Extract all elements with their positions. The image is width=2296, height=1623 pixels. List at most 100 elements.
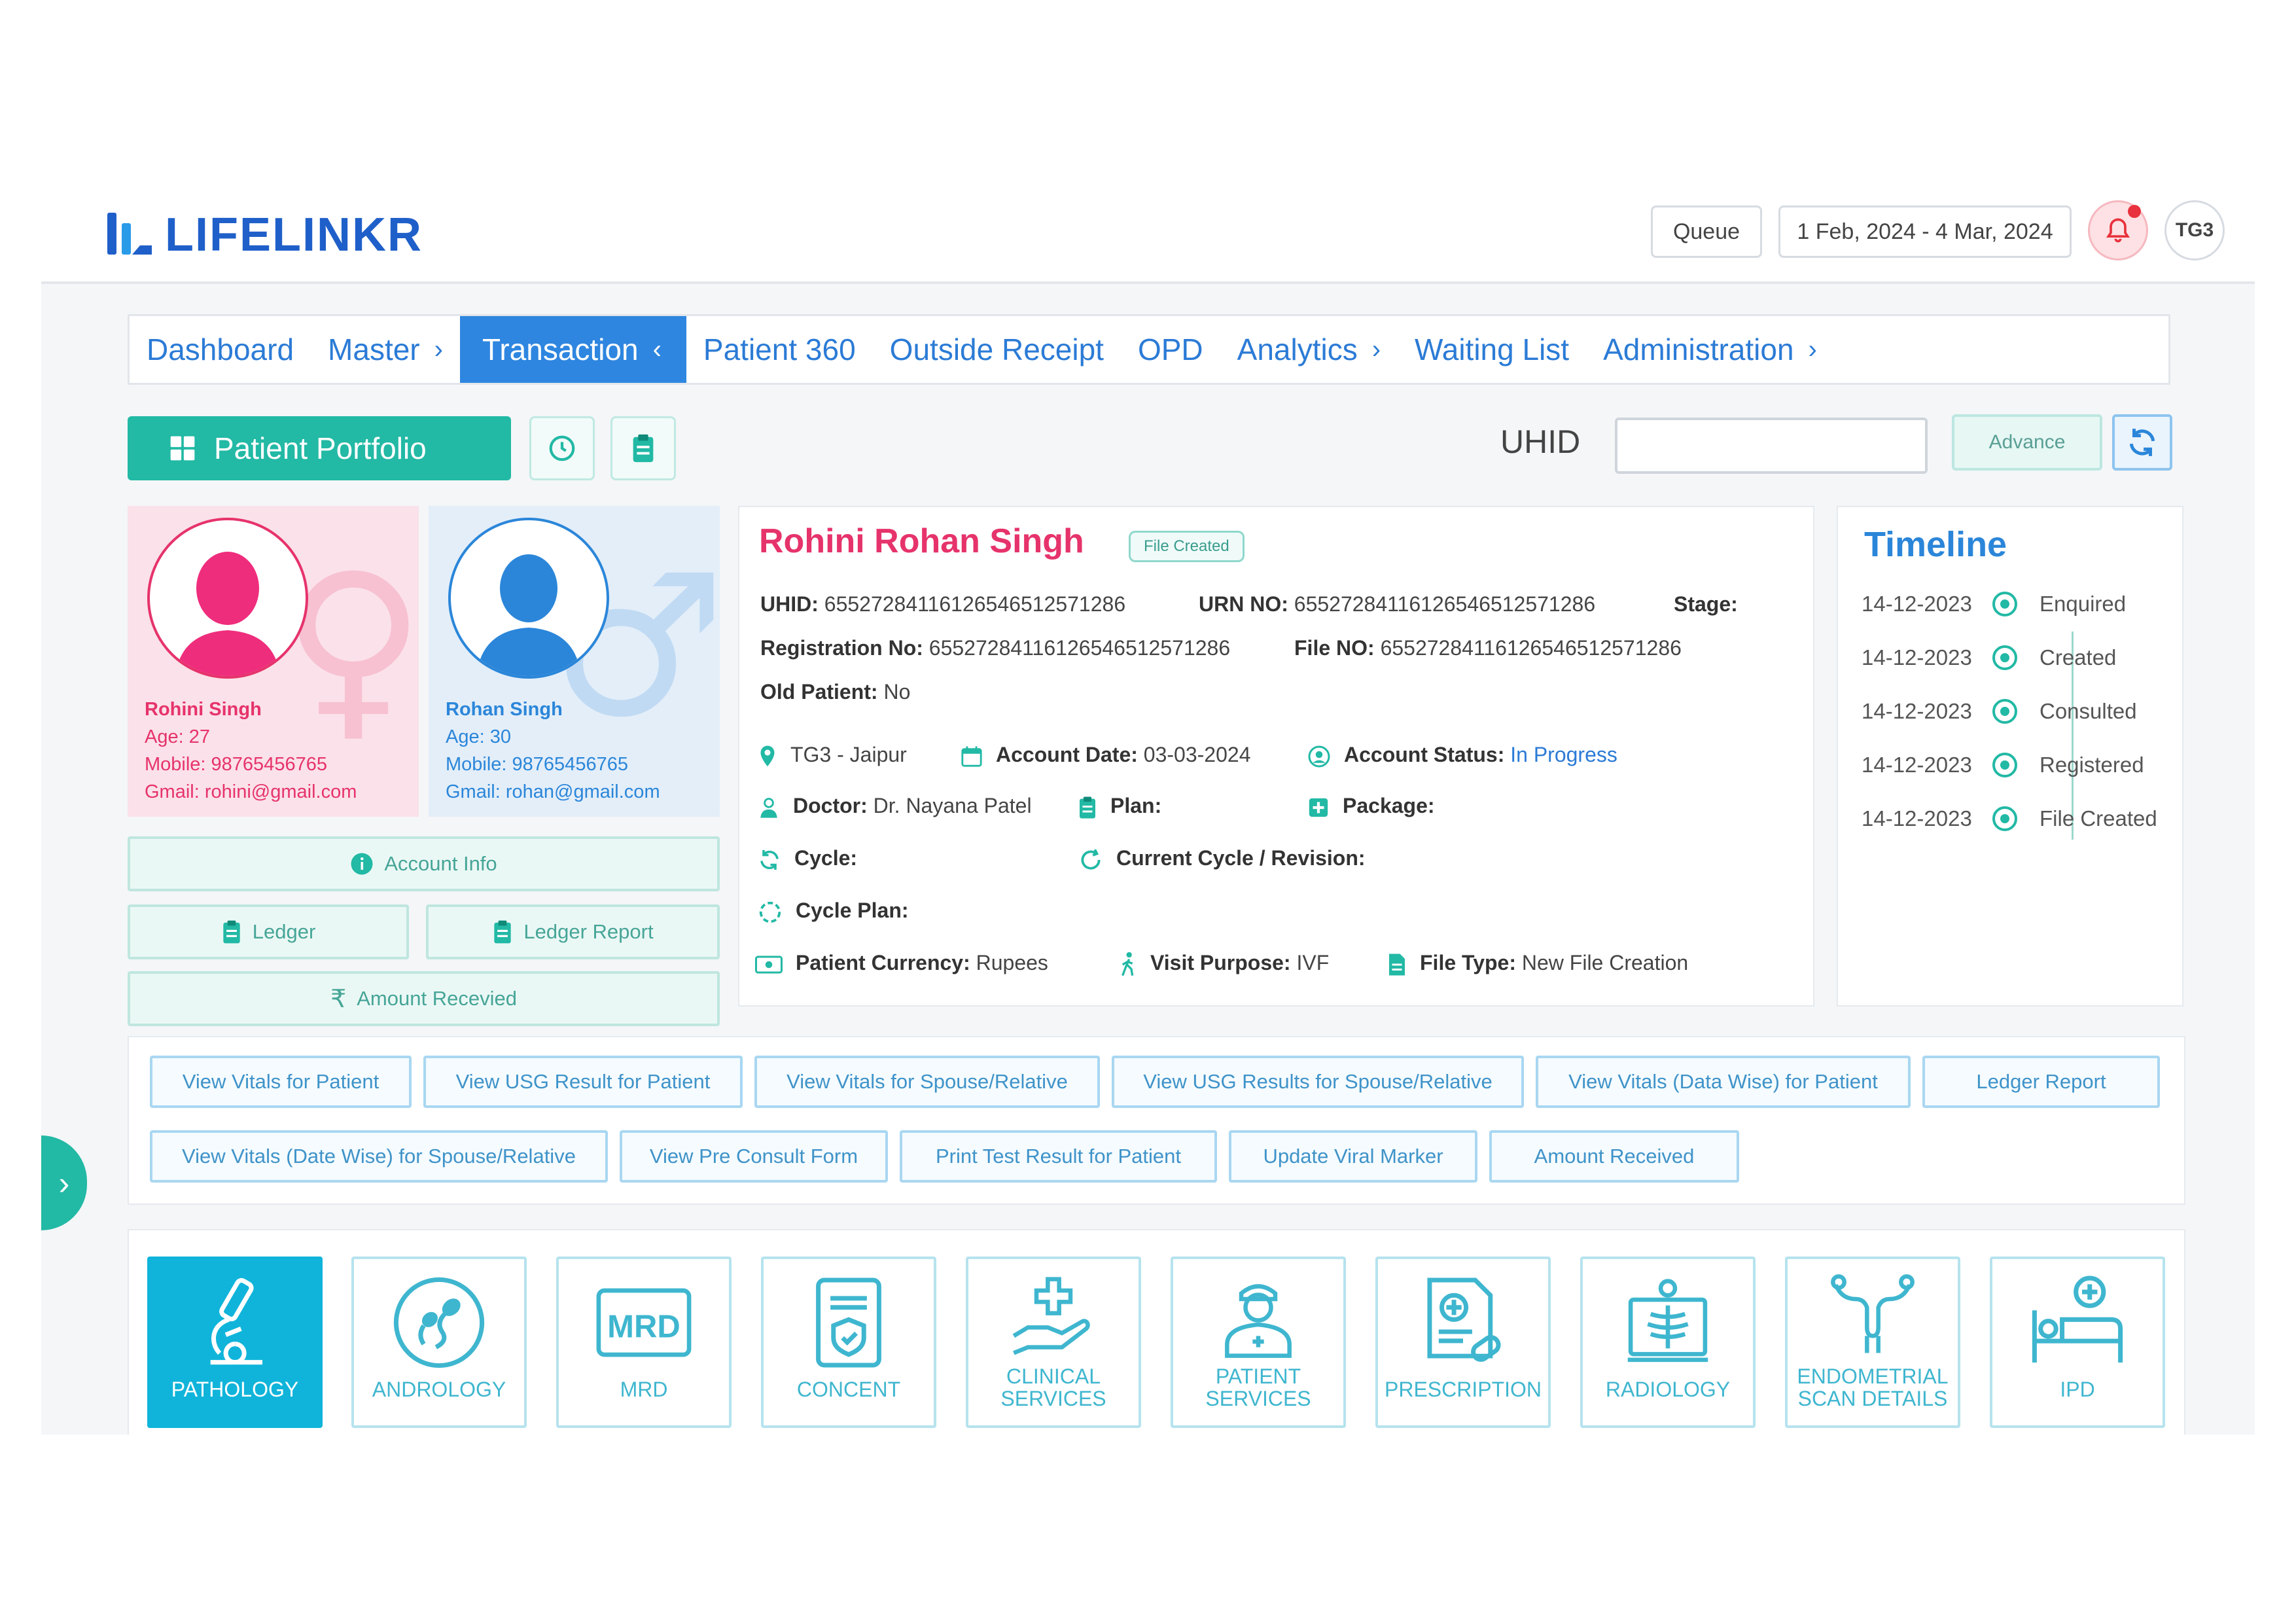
female-patient-card[interactable]: ♀ Rohini Singh Age: 27 Mobile: 987654567… [128,506,419,817]
module-consent[interactable]: CONCENT [761,1257,936,1428]
calendar-icon [961,745,982,767]
female-mobile: Mobile: 98765456765 [145,754,327,775]
refresh-button[interactable] [2112,414,2172,471]
cycle-icon [760,849,779,870]
dashed-cycle-icon [759,901,781,923]
view-pre-consult-button[interactable]: View Pre Consult Form [620,1130,888,1183]
cycle-field: Cycle: [758,846,857,872]
update-viral-marker-button[interactable]: Update Viral Marker [1229,1130,1477,1183]
female-symbol-icon: ♀ [281,532,419,760]
package-icon [1309,798,1328,817]
female-name: Rohini Singh [145,699,262,720]
timeline-title: Timeline [1864,525,2007,564]
clipboard-icon [494,920,512,944]
user-avatar[interactable]: TG3 [2164,200,2225,260]
module-endometrial-scan[interactable]: ENDOMETRIAL SCAN DETAILS [1785,1257,1960,1428]
file-type-field: File Type: New File Creation [1387,951,1688,976]
female-avatar [147,518,308,679]
timeline-item: 14-12-2023 Registered [1862,753,2144,777]
account-info-label: Account Info [384,852,497,875]
nav-patient-360[interactable]: Patient 360 [703,332,856,366]
currency-field: Patient Currency: Rupees [755,951,1048,975]
module-radiology[interactable]: RADIOLOGY [1580,1257,1756,1428]
brand-name: LIFELINKR [165,209,423,261]
current-cycle-field: Current Cycle / Revision: [1078,846,1366,872]
module-clinical-services[interactable]: CLINICAL SERVICES [966,1257,1141,1428]
main-nav: Dashboard Master › Transaction ‹ Patient 3… [128,314,2170,385]
view-usg-patient-button[interactable]: View USG Result for Patient [423,1056,743,1108]
mrd-icon: MRD [596,1288,692,1357]
timeline-connector [2072,632,2074,840]
account-info-button[interactable]: Account Info [128,836,720,891]
chevron-right-icon: › [1371,334,1381,364]
nav-analytics[interactable]: Analytics › [1237,332,1381,366]
nav-transaction[interactable]: Transaction ‹ [459,316,686,383]
view-vitals-data-wise-button[interactable]: View Vitals (Data Wise) for Patient [1536,1056,1911,1108]
rupee-icon: ₹ [330,985,347,1013]
account-status-field: Account Status: In Progress [1307,743,1617,768]
uhid-input[interactable] [1615,418,1928,474]
advance-search-button[interactable]: Advance [1952,414,2102,471]
timeline-dot-icon [1992,645,2017,670]
male-mobile: Mobile: 98765456765 [446,754,628,775]
module-ipd[interactable]: IPD [1990,1257,2165,1428]
queue-button[interactable]: Queue [1651,205,1762,258]
amount-received-button[interactable]: ₹ Amount Recevied [128,971,720,1026]
info-icon [351,853,373,875]
notification-button[interactable] [2088,200,2148,260]
package-field: Package: [1307,794,1435,819]
nav-waiting-list[interactable]: Waiting List [1415,332,1570,366]
nav-master[interactable]: Master › [328,332,443,366]
patient-portfolio-label: Patient Portfolio [214,431,427,465]
print-test-result-button[interactable]: Print Test Result for Patient [900,1130,1217,1183]
module-prescription[interactable]: PRESCRIPTION [1375,1257,1551,1428]
patient-info-card: Rohini Rohan Singh File Created UHID: 65… [738,506,1814,1007]
doctor-field: Doctor: Dr. Nayana Patel [758,794,1032,819]
brand-logo[interactable]: LIFELINKR [103,208,423,262]
male-patient-card[interactable]: ♂ Rohan Singh Age: 30 Mobile: 9876545676… [429,506,720,817]
history-button[interactable] [529,416,595,480]
hospital-bed-icon [2032,1275,2123,1363]
timeline-dot-icon [1992,699,2017,724]
clipboard-icon [633,434,654,463]
module-pathology[interactable]: PATHOLOGY [147,1257,323,1428]
view-vitals-spouse-button[interactable]: View Vitals for Spouse/Relative [754,1056,1100,1108]
timeline-dot-icon [1992,806,2017,831]
view-usg-spouse-button[interactable]: View USG Results for Spouse/Relative [1112,1056,1524,1108]
amount-received-action-button[interactable]: Amount Received [1489,1130,1739,1183]
nav-outside-receipt[interactable]: Outside Receipt [889,332,1104,366]
ledger-report-action-button[interactable]: Ledger Report [1922,1056,2160,1108]
view-vitals-date-wise-spouse-button[interactable]: View Vitals (Date Wise) for Spouse/Relat… [150,1130,608,1183]
nurse-icon [1225,1284,1292,1358]
location-pin-icon [760,745,775,766]
ledger-button[interactable]: Ledger [128,904,409,959]
nav-opd[interactable]: OPD [1137,332,1203,366]
nav-administration[interactable]: Administration › [1603,332,1817,366]
quick-actions-panel: View Vitals for Patient View USG Result … [128,1036,2185,1205]
status-badge: File Created [1129,531,1245,562]
nav-dashboard[interactable]: Dashboard [147,332,294,366]
account-date-field: Account Date: 03-03-2024 [961,743,1250,768]
uhid-label: UHID [1500,423,1581,460]
walking-person-icon [1122,952,1134,976]
microscope-icon [210,1277,262,1365]
prescription-icon [1427,1277,1501,1362]
module-mrd[interactable]: MRD MRD [556,1257,732,1428]
old-patient-field: Old Patient: No [760,680,911,704]
ledger-report-label: Ledger Report [523,920,654,943]
file-icon [1389,954,1405,976]
currency-icon [755,955,783,974]
view-vitals-patient-button[interactable]: View Vitals for Patient [150,1056,412,1108]
male-avatar-icon [476,554,581,676]
doctor-icon [760,797,777,818]
module-patient-services[interactable]: PATIENT SERVICES [1171,1257,1346,1428]
clipboard-button[interactable] [610,416,676,480]
male-name: Rohan Singh [446,699,563,720]
revision-icon [1081,848,1101,870]
patient-portfolio-button[interactable]: Patient Portfolio [128,416,511,480]
date-range-picker[interactable]: 1 Feb, 2024 - 4 Mar, 2024 [1778,205,2072,258]
module-andrology[interactable]: ANDROLOGY [351,1257,527,1428]
ledger-report-button[interactable]: Ledger Report [426,904,720,959]
female-avatar-icon [175,552,280,676]
